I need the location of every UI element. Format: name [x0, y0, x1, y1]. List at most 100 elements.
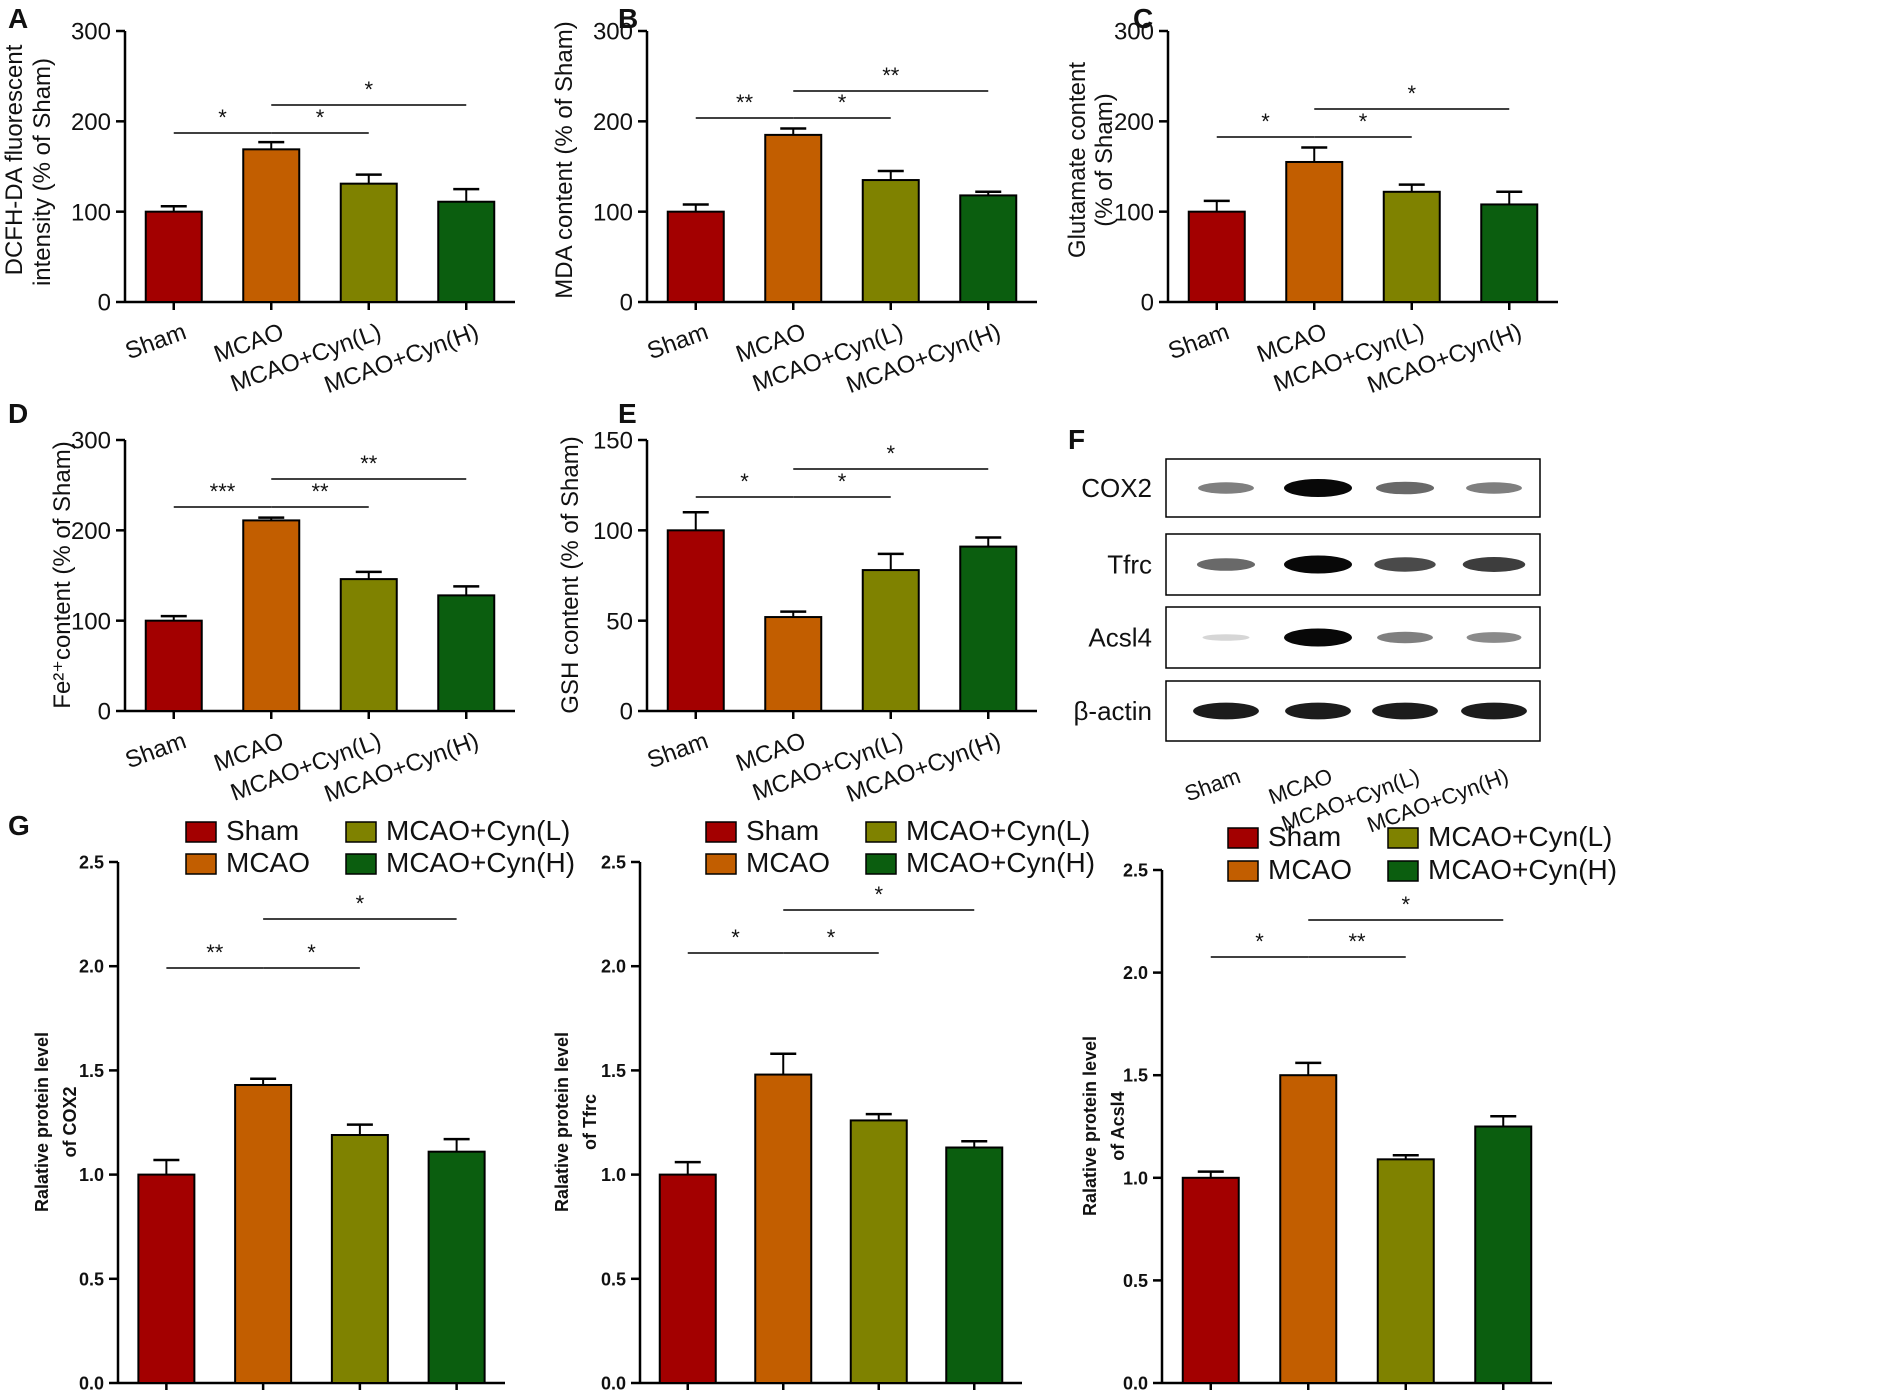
significance-marker: *** — [210, 479, 236, 504]
legend-label: MCAO+Cyn(H) — [386, 847, 575, 878]
bar-mcao-cyn-h- — [427, 1150, 486, 1385]
legend-swatch — [345, 821, 377, 843]
bar-mcao-cyn-l- — [1382, 190, 1441, 303]
y-axis-label: Ralative protein level — [1080, 1036, 1100, 1216]
y-tick-label: 0.0 — [1123, 1373, 1148, 1390]
significance-marker: ** — [311, 479, 329, 504]
bar-sham — [666, 529, 725, 712]
y-axis-label: Ralative protein level — [552, 1032, 572, 1212]
significance-marker: * — [740, 469, 749, 494]
bar-mcao — [242, 148, 301, 303]
y-tick-label: 0 — [98, 699, 111, 726]
legend-label: MCAO — [1268, 854, 1352, 885]
y-tick-label: 0 — [98, 290, 111, 317]
legend-label: MCAO+Cyn(H) — [906, 847, 1095, 878]
x-category-label: Sham — [122, 318, 190, 365]
y-tick-label: 100 — [71, 608, 111, 635]
y-axis-label: (% of Sham) — [1091, 93, 1118, 226]
y-tick-label: 0.5 — [1123, 1271, 1148, 1291]
x-category-label: Sham — [1165, 318, 1233, 365]
blot-band — [1462, 557, 1526, 572]
significance-marker: ** — [206, 940, 224, 965]
chart-panel-g2: 0.0 0.5 1.0 1.5 2.0 2.5 Ralative protein level… — [552, 815, 1095, 1390]
y-tick-label: 2.0 — [79, 957, 104, 977]
y-tick-label: 300 — [71, 19, 111, 46]
blot-strip-acsl4 — [1165, 606, 1541, 669]
y-tick-label: 200 — [593, 109, 633, 136]
legend-swatch — [1227, 827, 1259, 849]
legend-label: MCAO+Cyn(L) — [386, 815, 570, 846]
y-tick-label: 1.0 — [79, 1165, 104, 1185]
y-tick-label: 0 — [620, 290, 633, 317]
blot-row-label: Acsl4 — [1088, 623, 1152, 653]
blot-band — [1466, 482, 1522, 494]
panel-letter: B — [618, 3, 638, 34]
y-tick-label: 200 — [71, 109, 111, 136]
significance-marker: ** — [882, 63, 900, 88]
bar-mcao-cyn-l- — [339, 578, 398, 713]
y-axis-label: of COX2 — [60, 1086, 80, 1157]
bar-sham — [144, 619, 203, 713]
y-tick-label: 100 — [71, 199, 111, 226]
blot-band — [1466, 632, 1522, 643]
legend-swatch — [185, 821, 217, 843]
blot-row-label: COX2 — [1081, 473, 1152, 503]
bar-sham — [144, 210, 203, 304]
panel-letter: C — [1133, 3, 1153, 34]
y-axis-label: of Acsl4 — [1108, 1091, 1128, 1160]
bar-mcao — [1279, 1074, 1338, 1384]
bar-mcao-cyn-l- — [861, 569, 920, 713]
bar-mcao-cyn-h- — [437, 200, 496, 303]
legend-label: Sham — [746, 815, 819, 846]
bar-mcao — [764, 616, 823, 713]
bar-sham — [1187, 210, 1246, 304]
bar-sham — [137, 1173, 196, 1384]
legend-label: Sham — [1268, 821, 1341, 852]
y-tick-label: 1.5 — [601, 1061, 626, 1081]
legend-swatch — [1227, 860, 1259, 882]
significance-marker: * — [364, 77, 373, 102]
significance-marker: * — [1401, 892, 1410, 917]
significance-marker: * — [1255, 929, 1264, 954]
bar-sham — [666, 210, 725, 304]
y-axis-label: Ralative protein level — [32, 1032, 52, 1212]
y-axis-label: GSH content (% of Sham) — [557, 436, 584, 713]
legend-label: MCAO+Cyn(H) — [1428, 854, 1617, 885]
legend-swatch — [185, 853, 217, 875]
y-tick-label: 2.5 — [601, 852, 626, 872]
y-axis-label: DCFH-DA fluorescent — [1, 44, 28, 275]
blot-band — [1284, 555, 1352, 574]
blot-band — [1202, 634, 1250, 641]
y-axis-label: of Tfrc — [580, 1094, 600, 1150]
legend-swatch — [345, 853, 377, 875]
y-tick-label: 100 — [593, 199, 633, 226]
bar-mcao — [234, 1083, 293, 1385]
blot-band — [1193, 702, 1259, 720]
legend-swatch — [705, 821, 737, 843]
panel-letter: A — [8, 3, 28, 34]
bar-mcao — [242, 519, 301, 712]
significance-marker: ** — [1348, 929, 1366, 954]
bar-mcao-cyn-h- — [437, 594, 496, 713]
y-tick-label: 0 — [620, 699, 633, 726]
y-tick-label: 50 — [606, 608, 633, 635]
panel-letter: F — [1068, 424, 1085, 455]
y-tick-label: 2.5 — [1123, 860, 1148, 880]
y-tick-label: 0.0 — [601, 1373, 626, 1390]
blot-band — [1375, 481, 1435, 495]
legend-label: Sham — [226, 815, 299, 846]
chart-panel-g1: G 0.0 0.5 1.0 1.5 2.0 2.5 Ralative protein leve… — [8, 810, 575, 1390]
legend-swatch — [705, 853, 737, 875]
y-tick-label: 100 — [593, 518, 633, 545]
y-tick-label: 1.0 — [1123, 1168, 1148, 1188]
y-tick-label: 1.5 — [79, 1061, 104, 1081]
significance-marker: * — [1359, 109, 1368, 134]
bar-mcao-cyn-l- — [849, 1119, 908, 1385]
blot-band — [1284, 479, 1352, 497]
y-tick-label: 2.0 — [1123, 963, 1148, 983]
blot-band — [1372, 702, 1438, 720]
y-tick-label: 2.5 — [79, 852, 104, 872]
